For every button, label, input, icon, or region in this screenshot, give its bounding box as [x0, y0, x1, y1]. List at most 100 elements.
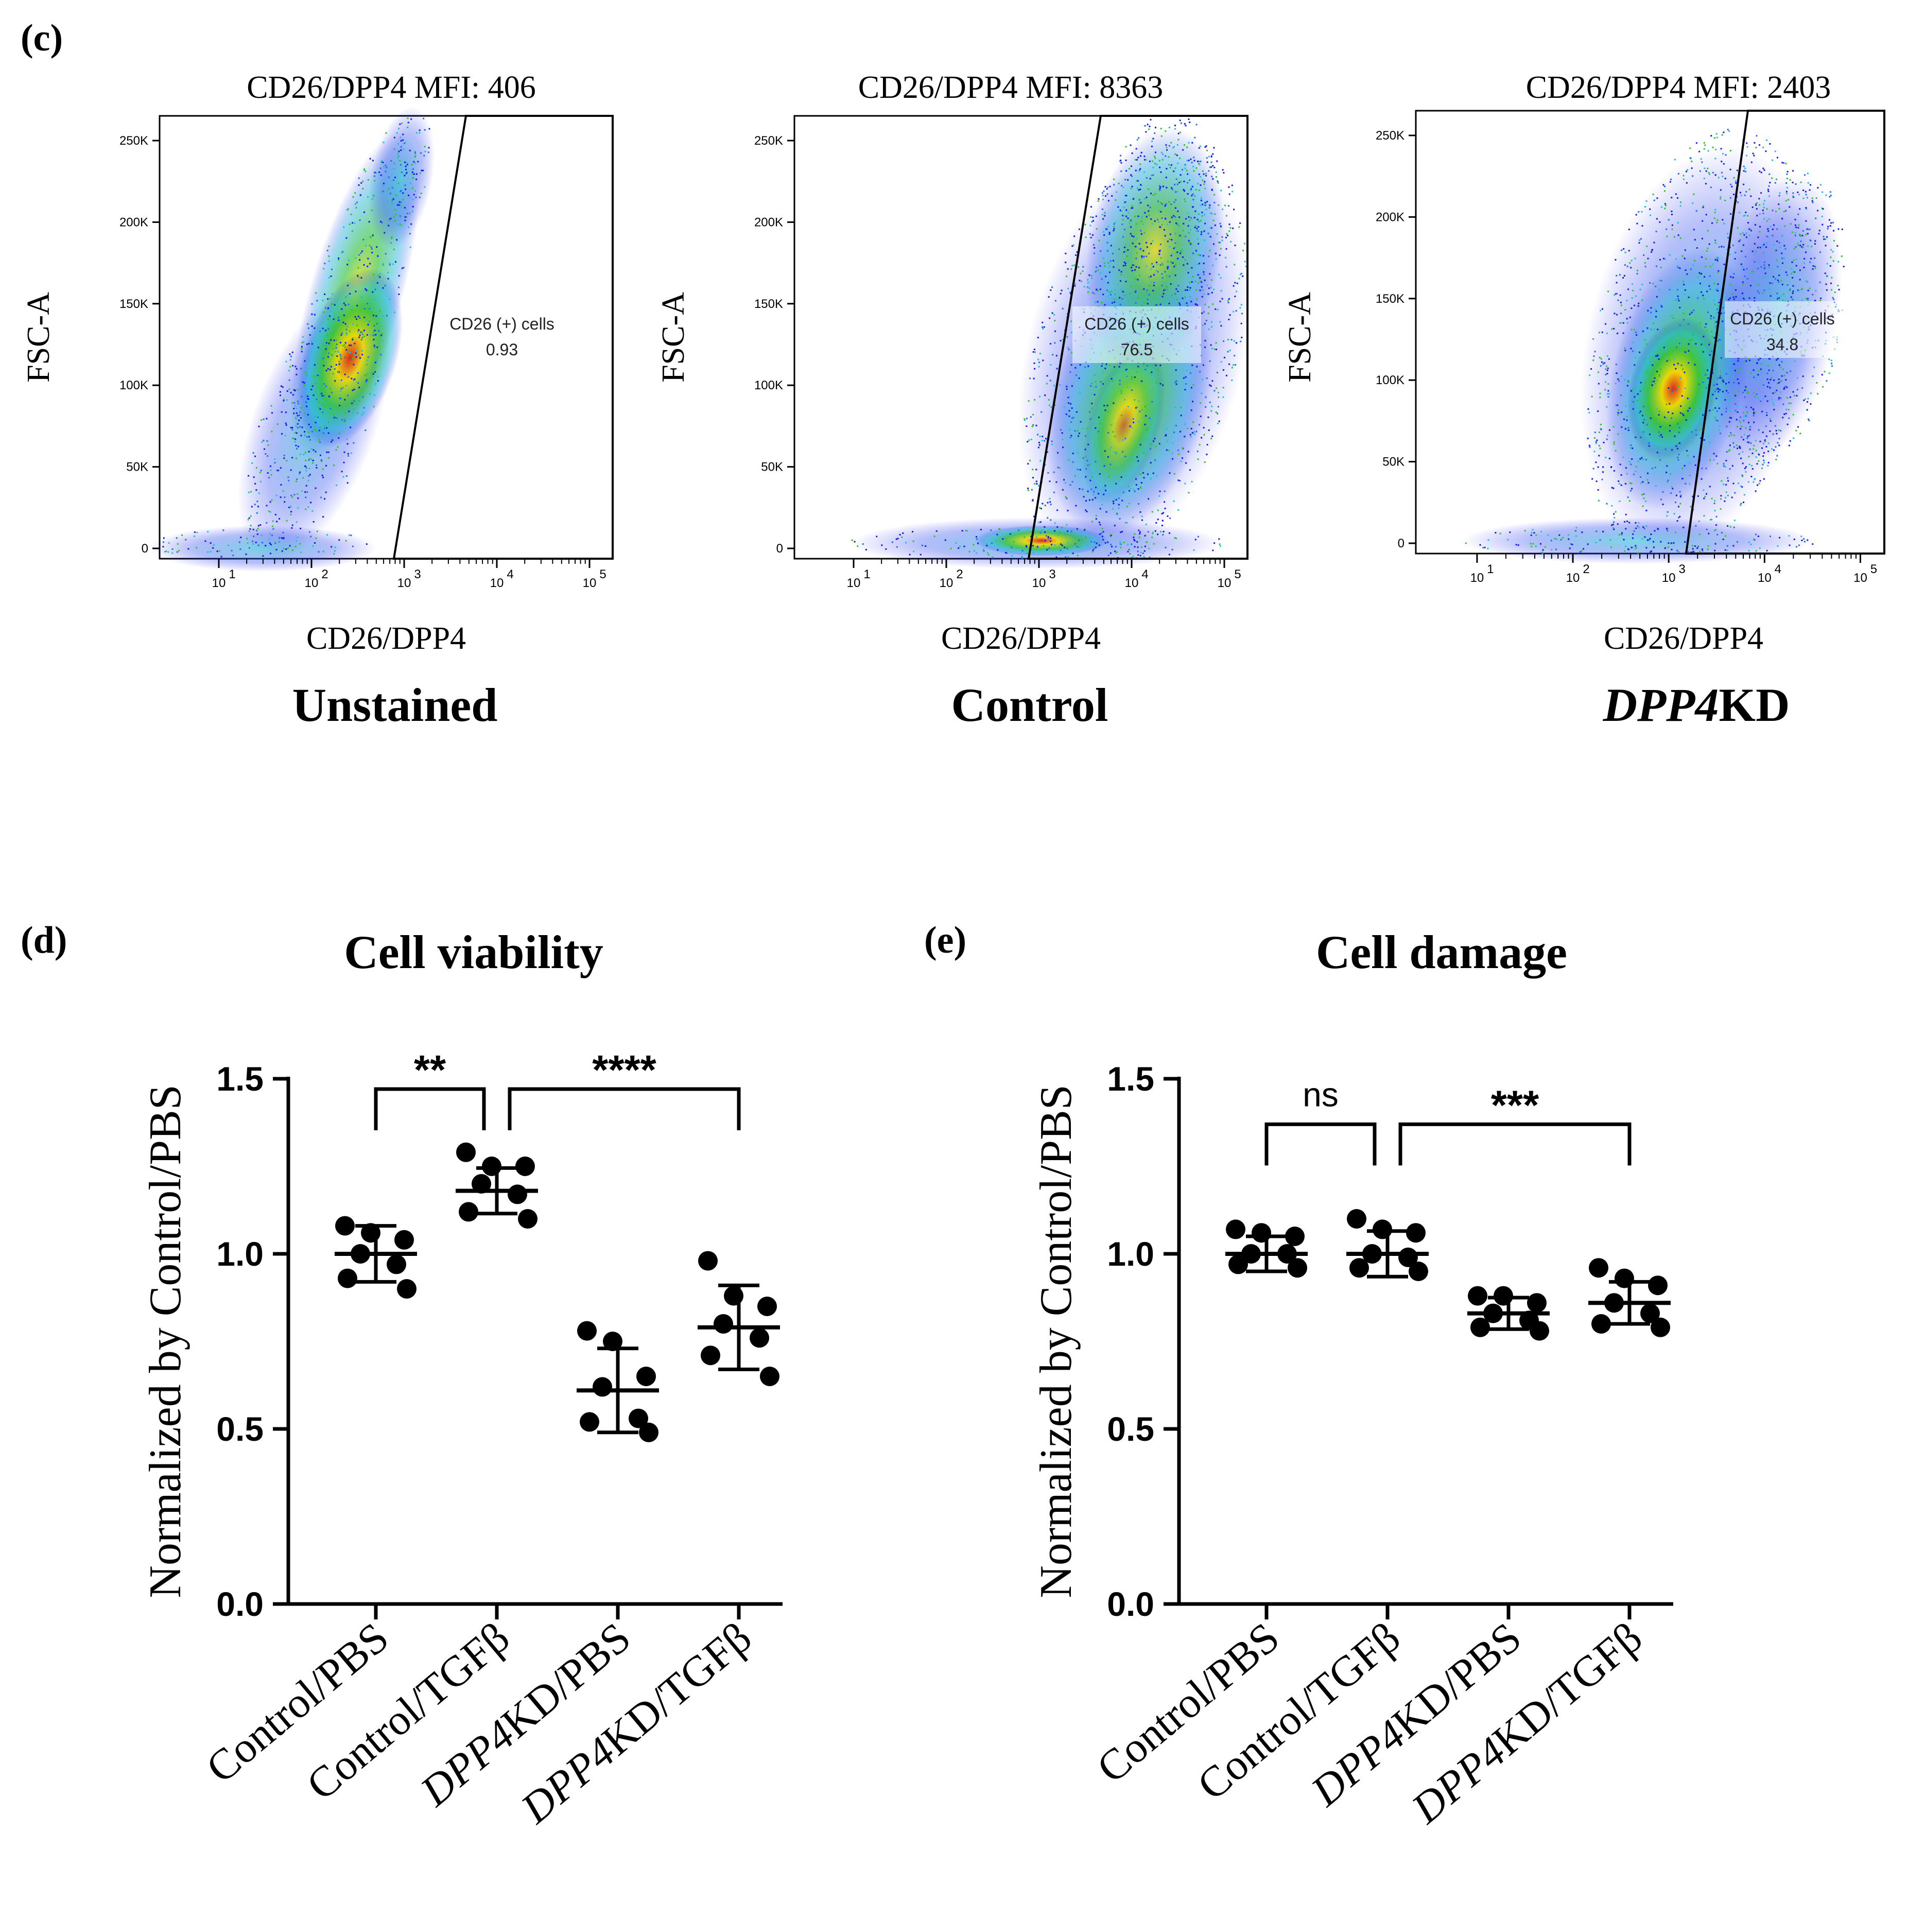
- flow-event-dot: [316, 464, 318, 466]
- flow-event-dot: [1797, 244, 1799, 246]
- flow-event-dot: [279, 391, 281, 393]
- flow-event-dot: [1593, 437, 1596, 439]
- flow-event-dot: [1154, 163, 1156, 165]
- flow-event-dot: [308, 458, 310, 460]
- flow-event-dot: [1782, 368, 1784, 370]
- flow-event-dot: [1627, 381, 1629, 383]
- flow-event-dot: [1779, 537, 1781, 539]
- flow-event-dot: [1677, 266, 1679, 268]
- flow-event-dot: [1102, 218, 1104, 220]
- flow-event-dot: [390, 242, 392, 244]
- flow-event-dot: [1126, 295, 1128, 297]
- flow-event-dot: [373, 339, 375, 341]
- flow-event-dot: [251, 462, 253, 464]
- flow-event-dot: [1709, 354, 1711, 356]
- flow-event-dot: [1131, 270, 1133, 272]
- flow-event-dot: [1090, 275, 1092, 277]
- flow-event-dot: [292, 389, 294, 391]
- flow-event-dot: [324, 427, 326, 429]
- flow-event-dot: [1676, 265, 1678, 267]
- flow-event-dot: [1167, 266, 1169, 268]
- panel-d-letter: (d): [21, 919, 67, 961]
- flow-event-dot: [238, 541, 240, 543]
- flow-event-dot: [1767, 236, 1769, 238]
- flow-event-dot: [1725, 154, 1727, 156]
- flow-event-dot: [1158, 160, 1160, 162]
- flow-event-dot: [1784, 386, 1787, 388]
- flow-event-dot: [1099, 265, 1101, 267]
- flow-event-dot: [1777, 279, 1779, 281]
- flow-event-dot: [1732, 482, 1735, 485]
- flow-event-dot: [1787, 170, 1789, 173]
- flow-event-dot: [1788, 417, 1790, 419]
- flow-event-dot: [1597, 466, 1599, 468]
- flow-event-dot: [239, 548, 241, 550]
- flow-event-dot: [1137, 366, 1139, 368]
- flow-event-dot: [1202, 203, 1204, 205]
- flow-event-dot: [297, 415, 299, 417]
- flow-event-dot: [1684, 371, 1686, 373]
- flow-event-dot: [352, 412, 354, 414]
- flow-event-dot: [1596, 439, 1598, 441]
- flow-event-dot: [1239, 307, 1241, 309]
- flow-event-dot: [1677, 173, 1679, 175]
- flow-event-dot: [1767, 451, 1770, 453]
- flow-event-dot: [1766, 412, 1768, 414]
- flow-event-dot: [1742, 232, 1744, 234]
- flow-event-dot: [1656, 371, 1658, 373]
- flow-event-dot: [303, 382, 305, 384]
- flow-event-dot: [1710, 186, 1712, 188]
- flow-event-dot: [329, 298, 332, 300]
- flow-event-dot: [1146, 242, 1148, 244]
- flow-event-dot: [1056, 526, 1059, 528]
- flow-event-dot: [1119, 383, 1121, 385]
- flow-event-dot: [1738, 419, 1740, 421]
- flow-event-dot: [1143, 556, 1145, 558]
- flow-event-dot: [1733, 382, 1735, 384]
- flow-event-dot: [1072, 453, 1074, 455]
- flow-event-dot: [1139, 163, 1141, 165]
- flow-xtick-exponent: 4: [507, 567, 513, 581]
- flow-event-dot: [327, 368, 329, 370]
- flow-event-dot: [1838, 288, 1840, 290]
- flow-event-dot: [1170, 283, 1172, 285]
- flow-event-dot: [1151, 511, 1153, 513]
- flow-event-dot: [1697, 545, 1699, 547]
- flow-event-dot: [1161, 284, 1163, 286]
- flow-event-dot: [1136, 252, 1138, 254]
- flow-event-dot: [1209, 205, 1211, 207]
- flow-event-dot: [333, 348, 335, 350]
- flow-event-dot: [352, 339, 354, 341]
- flow-event-dot: [1540, 530, 1542, 532]
- flow-event-dot: [1072, 244, 1074, 246]
- flow-event-dot: [1698, 150, 1701, 152]
- flow-event-dot: [1775, 446, 1777, 448]
- flow-event-dot: [1748, 297, 1750, 299]
- flow-event-dot: [1795, 258, 1797, 261]
- flow-event-dot: [304, 452, 306, 454]
- flow-event-dot: [1722, 370, 1724, 372]
- flow-event-dot: [1061, 526, 1063, 528]
- flow-event-dot: [1759, 357, 1761, 359]
- flow-event-dot: [322, 327, 324, 330]
- flow-event-dot: [1778, 444, 1780, 446]
- flow-event-dot: [1184, 123, 1186, 125]
- flow-event-dot: [1137, 546, 1139, 548]
- flow-event-dot: [1830, 195, 1832, 197]
- flow-event-dot: [408, 194, 410, 196]
- flow-event-dot: [260, 480, 262, 482]
- flow-event-dot: [1175, 369, 1177, 371]
- flow-event-dot: [1656, 265, 1658, 267]
- flow-event-dot: [1716, 462, 1719, 464]
- flow-event-dot: [342, 387, 344, 389]
- flow-event-dot: [1767, 442, 1770, 444]
- flow-event-dot: [345, 349, 348, 351]
- flow-event-dot: [263, 418, 265, 420]
- flow-event-dot: [1154, 438, 1156, 440]
- flow-event-dot: [1715, 529, 1717, 531]
- flow-event-dot: [1653, 541, 1655, 543]
- flow-event-dot: [1198, 147, 1200, 149]
- flow-event-dot: [1152, 166, 1154, 168]
- flow-event-dot: [1722, 343, 1724, 346]
- flow-event-dot: [1742, 462, 1744, 464]
